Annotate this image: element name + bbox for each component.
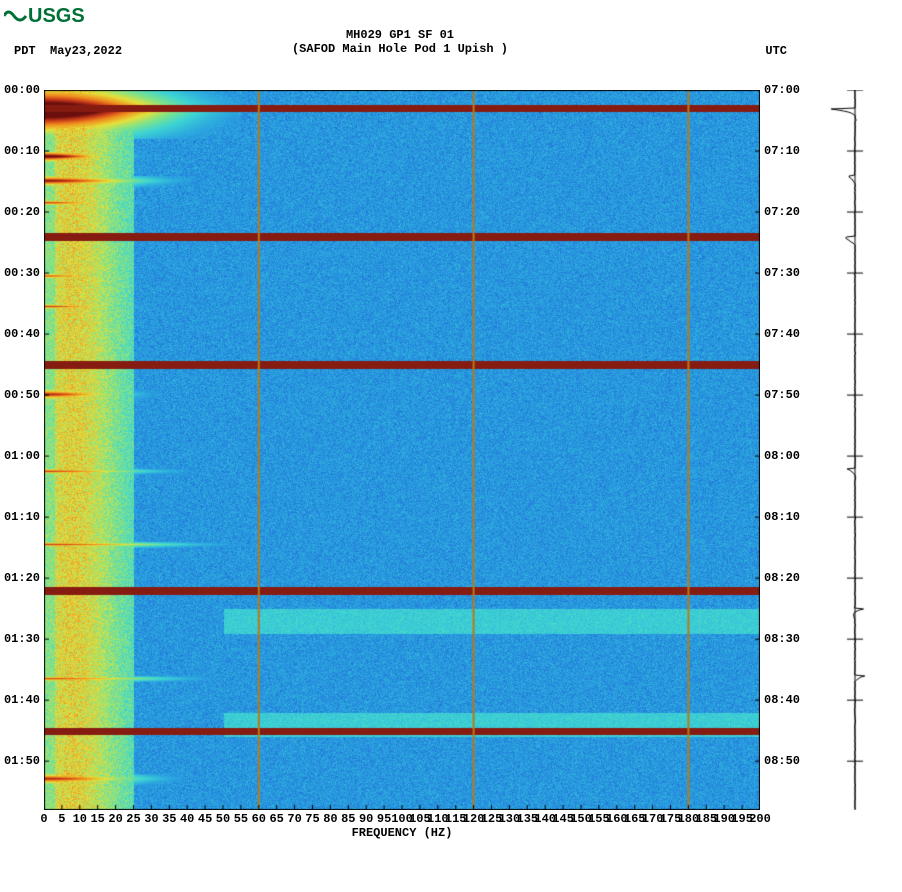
y-tick-right: 07:30 <box>764 266 800 280</box>
y-tick-right: 08:00 <box>764 449 800 463</box>
x-tick: 50 <box>216 812 230 826</box>
x-tick: 75 <box>305 812 319 826</box>
x-tick: 80 <box>323 812 337 826</box>
y-tick-left: 00:50 <box>4 388 40 402</box>
right-timezone: UTC <box>765 44 787 58</box>
left-tz-label: PDT <box>14 44 36 58</box>
y-tick-right: 07:50 <box>764 388 800 402</box>
title-line-1: MH029 GP1 SF 01 <box>0 28 800 42</box>
y-tick-right: 08:40 <box>764 693 800 707</box>
spectrogram-plot <box>44 90 760 810</box>
x-tick: 30 <box>144 812 158 826</box>
y-tick-left: 01:20 <box>4 571 40 585</box>
y-tick-left: 00:10 <box>4 144 40 158</box>
y-tick-left: 00:20 <box>4 205 40 219</box>
seismogram-trace <box>820 90 890 810</box>
usgs-logo: USGS <box>4 4 92 26</box>
x-tick: 90 <box>359 812 373 826</box>
spectrogram-canvas <box>44 90 760 810</box>
x-tick: 45 <box>198 812 212 826</box>
x-tick: 10 <box>73 812 87 826</box>
x-tick: 70 <box>287 812 301 826</box>
x-tick: 200 <box>749 812 771 826</box>
x-tick: 5 <box>58 812 65 826</box>
x-axis-title: FREQUENCY (HZ) <box>44 826 760 840</box>
y-tick-left: 00:00 <box>4 83 40 97</box>
x-tick: 95 <box>377 812 391 826</box>
left-timezone-date: PDT May23,2022 <box>14 44 122 58</box>
x-tick: 55 <box>234 812 248 826</box>
y-tick-right: 08:50 <box>764 754 800 768</box>
y-tick-right: 08:10 <box>764 510 800 524</box>
y-tick-left: 01:00 <box>4 449 40 463</box>
y-tick-left: 00:40 <box>4 327 40 341</box>
y-tick-right: 07:40 <box>764 327 800 341</box>
y-tick-left: 01:30 <box>4 632 40 646</box>
svg-text:USGS: USGS <box>28 5 85 26</box>
seismogram-canvas <box>820 90 890 810</box>
x-tick: 40 <box>180 812 194 826</box>
x-tick: 25 <box>126 812 140 826</box>
y-tick-right: 08:20 <box>764 571 800 585</box>
y-tick-left: 01:40 <box>4 693 40 707</box>
x-tick: 15 <box>90 812 104 826</box>
y-tick-right: 08:30 <box>764 632 800 646</box>
y-tick-left: 00:30 <box>4 266 40 280</box>
x-tick: 65 <box>269 812 283 826</box>
x-tick: 85 <box>341 812 355 826</box>
x-tick: 20 <box>108 812 122 826</box>
x-tick: 35 <box>162 812 176 826</box>
y-tick-left: 01:50 <box>4 754 40 768</box>
y-tick-right: 07:00 <box>764 83 800 97</box>
y-tick-right: 07:20 <box>764 205 800 219</box>
y-tick-left: 01:10 <box>4 510 40 524</box>
y-tick-right: 07:10 <box>764 144 800 158</box>
date-label: May23,2022 <box>50 44 122 58</box>
x-tick: 0 <box>40 812 47 826</box>
x-tick: 60 <box>252 812 266 826</box>
